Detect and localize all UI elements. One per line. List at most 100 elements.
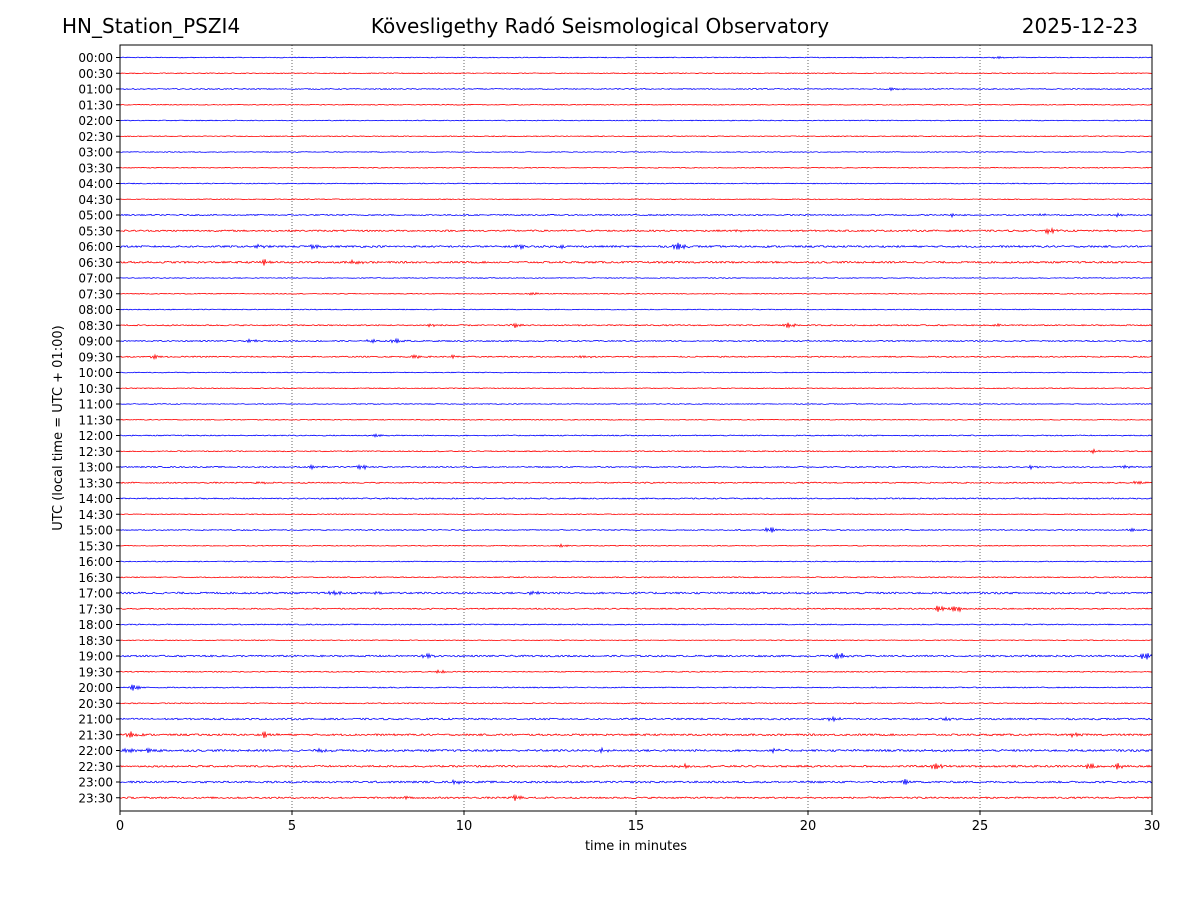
trace-1130 [119,418,1153,421]
y-tick-label: 14:30 [78,508,113,522]
y-tick-label: 21:00 [78,713,113,727]
trace-0830 [119,322,1153,329]
trace-0300 [119,151,1153,153]
trace-1430 [119,513,1153,516]
trace-0230 [119,135,1153,138]
trace-0400 [119,182,1153,185]
x-tick-label: 15 [628,819,645,834]
trace-0430 [119,198,1153,201]
y-tick-label: 16:00 [78,555,113,569]
y-tick-label: 13:30 [78,476,113,490]
observatory-title: Kövesligethy Radó Seismological Observat… [370,14,830,38]
y-tick-label: 08:00 [78,303,113,317]
y-tick-label: 15:00 [78,524,113,538]
y-tick-label: 20:30 [78,697,113,711]
trace-1000 [119,371,1153,374]
vertical-gridlines [291,45,981,811]
trace-0900 [119,337,1153,344]
y-tick-label: 17:00 [78,587,113,601]
y-tick-label: 04:00 [78,177,113,191]
y-tick-label: 02:00 [78,114,113,128]
y-tick-label: 10:30 [78,382,113,396]
trace-2100 [119,715,1153,723]
y-tick-label: 09:30 [78,350,113,364]
y-tick-label: 05:30 [78,224,113,238]
y-tick-label: 23:30 [78,791,113,805]
y-tick-label: 02:30 [78,130,113,144]
y-tick-label: 18:30 [78,634,113,648]
trace-0000 [119,55,1153,60]
seismic-traces [119,55,1153,801]
x-tick-label: 30 [1144,819,1161,834]
y-tick-label: 11:00 [78,398,113,412]
x-tick-label: 5 [288,819,296,834]
y-tick-label: 08:30 [78,319,113,333]
trace-0630 [119,258,1153,266]
trace-1630 [119,576,1153,579]
trace-1800 [119,623,1153,626]
y-tick-label: 17:30 [78,602,113,616]
y-tick-label: 01:30 [78,98,113,112]
y-tick-label: 15:30 [78,539,113,553]
trace-0530 [119,226,1153,236]
trace-1500 [119,526,1153,533]
trace-0330 [119,166,1153,169]
trace-0600 [119,242,1153,251]
y-tick-label: 03:00 [78,146,113,160]
y-tick-label: 03:30 [78,161,113,175]
trace-2030 [119,702,1153,705]
trace-0030 [119,72,1153,75]
x-tick-labels: 0 5 10 15 20 25 30 [116,811,1160,834]
y-tick-label: 22:00 [78,744,113,758]
trace-0730 [119,291,1153,296]
trace-1700 [119,589,1153,597]
trace-1530 [119,543,1153,548]
x-tick-label: 0 [116,819,124,834]
y-tick-label: 16:30 [78,571,113,585]
x-tick-label: 25 [972,819,989,834]
trace-0200 [119,119,1153,122]
trace-0130 [119,103,1153,106]
trace-1830 [119,639,1153,642]
y-tick-label: 12:00 [78,429,113,443]
y-tick-label: 10:00 [78,366,113,380]
station-name: HN_Station_PSZI4 [62,14,241,38]
record-date: 2025-12-23 [1021,14,1138,38]
y-tick-label: 20:00 [78,681,113,695]
trace-0930 [119,353,1153,361]
y-tick-label: 11:30 [78,413,113,427]
y-tick-label: 18:00 [78,618,113,632]
trace-1930 [119,669,1153,674]
y-tick-label: 09:00 [78,335,113,349]
trace-2200 [119,746,1153,755]
trace-2230 [119,762,1153,770]
trace-2300 [119,778,1153,786]
x-tick-label: 10 [456,819,473,834]
trace-1600 [119,560,1153,563]
trace-0500 [119,212,1153,219]
trace-0700 [119,277,1153,279]
y-tick-label: 13:00 [78,461,113,475]
trace-2000 [119,684,1153,691]
y-axis-label: UTC (local time = UTC + 01:00) [51,325,66,530]
trace-1300 [119,463,1153,471]
y-tick-label: 01:00 [78,83,113,97]
trace-0800 [119,308,1153,311]
y-tick-label: 21:30 [78,728,113,742]
trace-1100 [119,403,1153,405]
y-tick-label: 06:00 [78,240,113,254]
y-tick-label: 19:00 [78,650,113,664]
y-tick-label: 12:30 [78,445,113,459]
trace-1230 [119,448,1153,455]
y-tick-label: 05:00 [78,209,113,223]
trace-2330 [119,793,1153,801]
trace-1200 [119,433,1153,438]
y-tick-label: 19:30 [78,665,113,679]
trace-1400 [119,497,1153,500]
trace-0100 [119,86,1153,92]
trace-1730 [119,605,1153,613]
trace-1030 [119,387,1153,390]
y-tick-label: 04:30 [78,193,113,207]
